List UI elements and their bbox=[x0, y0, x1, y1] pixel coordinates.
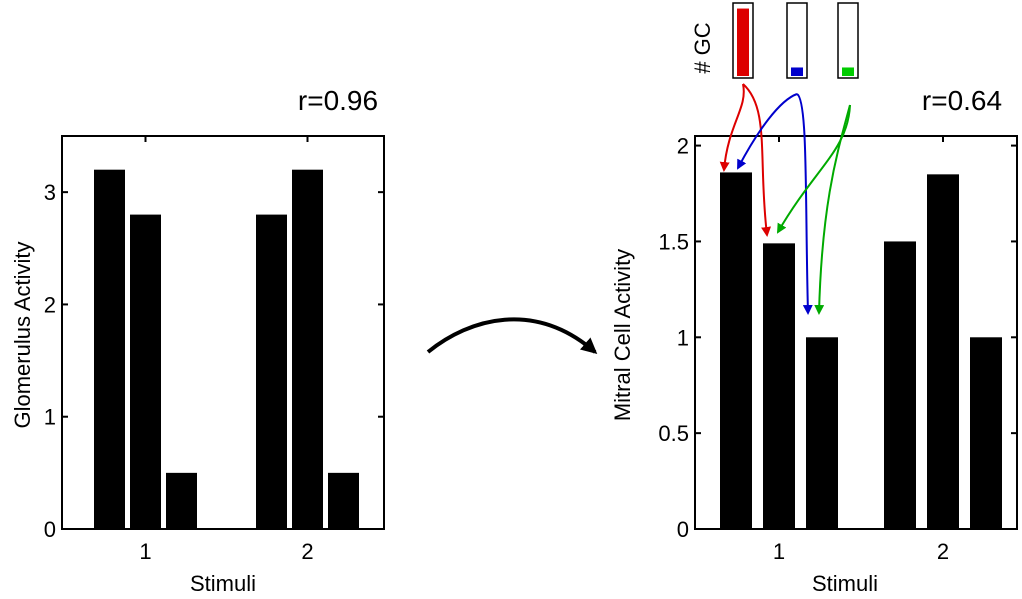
left-xtick-label: 1 bbox=[139, 539, 151, 564]
right-ytick-label: 1.5 bbox=[658, 229, 689, 254]
right-ytick-label: 1 bbox=[677, 325, 689, 350]
gc-arrow-green-to-bar3 bbox=[814, 104, 851, 315]
left-y-axis-label: Glomerulus Activity bbox=[10, 241, 35, 428]
left-bars-group bbox=[94, 169, 359, 529]
right-y-axis-label: Mitral Cell Activity bbox=[610, 249, 635, 421]
left-x-axis-label: Stimuli bbox=[190, 571, 256, 596]
gc-arrow-blue-to-bar3 bbox=[796, 93, 813, 315]
right-bar-stimulus2-3 bbox=[970, 337, 1002, 529]
right-bars-group bbox=[720, 172, 1002, 530]
gc-arrow-red-to-bar1 bbox=[719, 83, 745, 172]
left-ytick-label: 1 bbox=[44, 405, 56, 430]
right-bar-stimulus1-2 bbox=[763, 243, 795, 530]
right-xtick-label: 2 bbox=[937, 539, 949, 564]
right-xtick-label: 1 bbox=[773, 539, 785, 564]
gc-level-fill-3 bbox=[842, 67, 854, 76]
left-ytick-label: 2 bbox=[44, 292, 56, 317]
left-y-ticks: 0 1 2 3 bbox=[44, 180, 384, 542]
right-bar-stimulus2-2 bbox=[927, 174, 959, 529]
gc-arrow-blue-to-bar1 bbox=[737, 93, 798, 170]
right-bar-stimulus2-1 bbox=[884, 241, 916, 529]
gc-count-inset: # GC bbox=[690, 2, 859, 79]
right-ytick-label: 2 bbox=[677, 134, 689, 159]
left-bar-stimulus2-3 bbox=[328, 472, 359, 529]
right-ytick-label: 0.5 bbox=[658, 421, 689, 446]
gc-arrow-red-to-bar2 bbox=[742, 83, 772, 237]
left-plot-frame bbox=[61, 135, 385, 530]
right-ytick-label: 0 bbox=[677, 517, 689, 542]
left-ytick-label: 0 bbox=[44, 517, 56, 542]
left-ytick-label: 3 bbox=[44, 180, 56, 205]
transform-arrow bbox=[426, 317, 598, 354]
right-r-annotation: r=0.64 bbox=[922, 85, 1002, 116]
gc-level-fill-1 bbox=[737, 8, 749, 76]
gc-box-2 bbox=[786, 2, 808, 79]
gc-arrows-group bbox=[719, 83, 851, 315]
left-r-annotation: r=0.96 bbox=[298, 85, 378, 116]
left-bar-stimulus2-2 bbox=[292, 169, 323, 529]
right-plot-frame bbox=[694, 135, 1018, 530]
right-y-ticks: 0 0.5 1 1.5 2 bbox=[658, 134, 1017, 542]
gc-label: # GC bbox=[690, 22, 715, 73]
gc-level-fill-2 bbox=[791, 67, 803, 76]
right-bar-stimulus1-3 bbox=[806, 337, 838, 529]
gc-arrow-green-to-bar2 bbox=[776, 104, 851, 234]
left-bar-stimulus1-3 bbox=[166, 472, 197, 529]
left-bar-stimulus1-2 bbox=[130, 214, 161, 529]
left-xtick-label: 2 bbox=[301, 539, 313, 564]
right-x-axis-label: Stimuli bbox=[812, 571, 878, 596]
left-bar-stimulus1-1 bbox=[94, 169, 125, 529]
left-bar-stimulus2-1 bbox=[256, 214, 287, 529]
gc-box-3 bbox=[837, 2, 859, 79]
right-bar-stimulus1-1 bbox=[720, 172, 752, 530]
